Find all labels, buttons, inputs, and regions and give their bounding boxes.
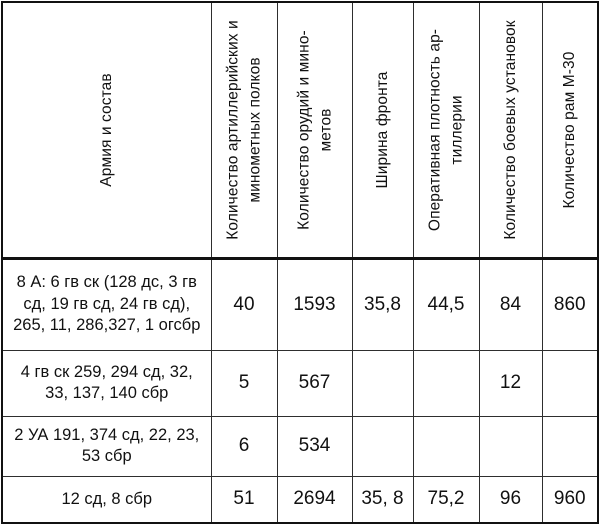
table-row: 12 сд, 8 сбр 51 2694 35, 8 75,2 96 960: [1, 475, 599, 524]
value-cell: 75,2: [412, 475, 480, 524]
column-header-guns-mortars: Количество орудий и мино- метов: [276, 1, 353, 260]
value-cell: 960: [541, 475, 599, 524]
value-cell: 35, 8: [351, 475, 414, 524]
rotated-header-wrap: Количество рам М-30: [543, 5, 598, 255]
value-cell: 96: [478, 475, 543, 524]
value-cell: 5: [210, 349, 278, 417]
value-cell: [541, 349, 599, 417]
column-header-label: Оперативная плотность ар- тиллерии: [426, 28, 465, 231]
rotated-header-wrap: Ширина фронта: [353, 5, 413, 255]
table-row: 2 УА 191, 374 сд, 22, 23, 53 сбр 6 534: [1, 415, 599, 477]
column-header-label: Армия и состав: [97, 73, 115, 187]
army-composition-cell: 12 сд, 8 сбр: [1, 475, 212, 524]
value-cell: [478, 415, 543, 477]
value-cell: [412, 349, 480, 417]
value-cell: [412, 415, 480, 477]
column-header-label: Ширина фронта: [373, 71, 391, 189]
rotated-header-wrap: Оперативная плотность ар- тиллерии: [414, 5, 479, 255]
table-row: 8 А: 6 гв ск (128 дс, 3 гв сд, 19 гв сд,…: [1, 257, 599, 351]
rotated-header-wrap: Количество артиллерийских и минометных п…: [212, 5, 277, 255]
value-cell: 51: [210, 475, 278, 524]
column-header-label: Количество боевых установок: [501, 20, 519, 240]
army-composition-cell: 2 УА 191, 374 сд, 22, 23, 53 сбр: [1, 415, 212, 477]
army-composition-cell: 4 гв ск 259, 294 сд, 32, 33, 137, 140 сб…: [1, 349, 212, 417]
value-cell: 35,8: [351, 257, 414, 351]
column-header-label: Количество орудий и мино- метов: [294, 29, 334, 230]
rotated-header-wrap: Армия и состав: [3, 5, 211, 255]
value-cell: 2694: [276, 475, 353, 524]
header-row: Армия и состав Количество артиллерийских…: [1, 1, 599, 260]
column-header-label: Количество рам М-30: [560, 51, 578, 209]
column-header-army-composition: Армия и состав: [1, 1, 212, 260]
value-cell: 1593: [276, 257, 353, 351]
value-cell: 12: [478, 349, 543, 417]
value-cell: [351, 415, 414, 477]
value-cell: 84: [478, 257, 543, 351]
value-cell: [541, 415, 599, 477]
value-cell: 40: [210, 257, 278, 351]
value-cell: 567: [276, 349, 353, 417]
value-cell: 44,5: [412, 257, 480, 351]
value-cell: 860: [541, 257, 599, 351]
army-composition-cell: 8 А: 6 гв ск (128 дс, 3 гв сд, 19 гв сд,…: [1, 257, 212, 351]
column-header-front-width: Ширина фронта: [351, 1, 414, 260]
rotated-header-wrap: Количество орудий и мино- метов: [278, 5, 352, 255]
column-header-combat-launchers: Количество боевых установок: [478, 1, 543, 260]
value-cell: 534: [276, 415, 353, 477]
column-header-m30-frames: Количество рам М-30: [541, 1, 599, 260]
table-row: 4 гв ск 259, 294 сд, 32, 33, 137, 140 сб…: [1, 349, 599, 417]
column-header-artillery-density: Оперативная плотность ар- тиллерии: [412, 1, 480, 260]
column-header-label: Количество артиллерийских и минометных п…: [224, 20, 263, 240]
rotated-header-wrap: Количество боевых установок: [480, 5, 542, 255]
column-header-artillery-mortar-regiments: Количество артиллерийских и минометных п…: [210, 1, 278, 260]
value-cell: [351, 349, 414, 417]
value-cell: 6: [210, 415, 278, 477]
